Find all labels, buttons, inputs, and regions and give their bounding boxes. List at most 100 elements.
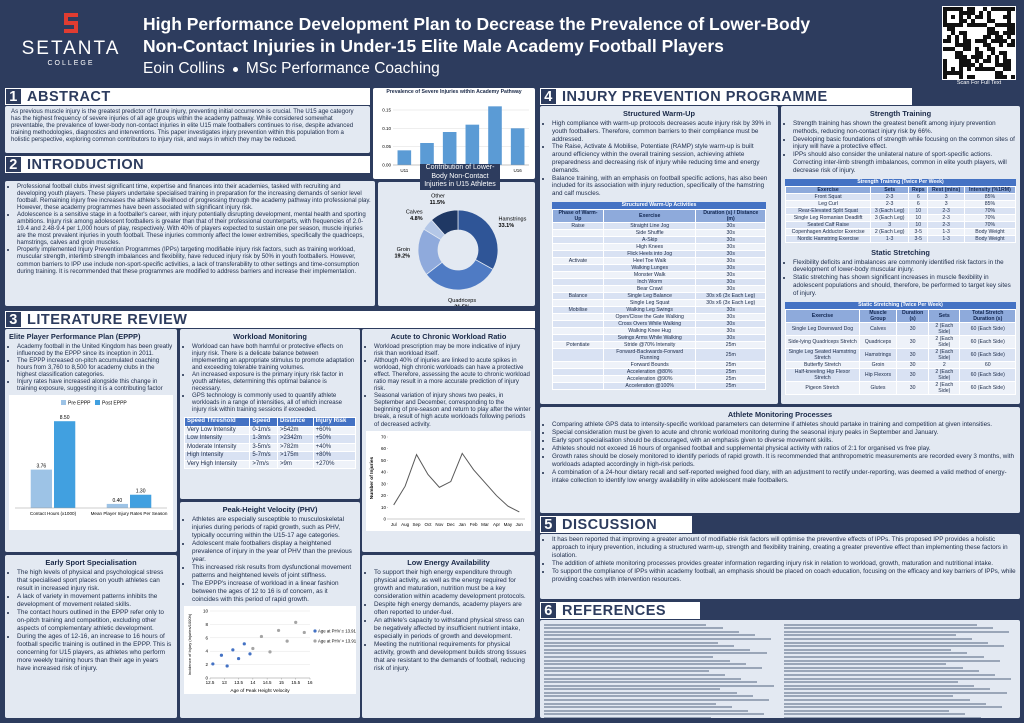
scatter-point	[285, 639, 289, 643]
qr-cell	[1007, 7, 1011, 11]
bar	[442, 132, 457, 165]
qr-cell	[947, 23, 951, 27]
table-row: Mobilise Walking Leg Swings 30s	[552, 305, 766, 314]
reference-line	[784, 655, 984, 658]
bullet: Flexibility deficits and imbalances are …	[793, 259, 1016, 275]
lea-panel: Low Energy Availability To support their…	[362, 555, 535, 718]
table-cell: 30	[896, 347, 930, 362]
y-tick-label: 0	[205, 676, 208, 681]
table-cell: Nordic Hamstring Exercise	[784, 234, 872, 243]
table-row: Single Leg Seated Hamstring Stretch Hamst…	[785, 347, 1016, 362]
qr-cell	[955, 23, 959, 27]
qr-cell	[943, 23, 947, 27]
table-header-cell: Duration (s) / Distance (m)	[695, 208, 766, 223]
scatter-point	[268, 650, 272, 654]
section-header: 5 DISCUSSION	[540, 516, 692, 533]
table-cell: >175m	[277, 451, 314, 461]
table-cell: 30s	[695, 284, 766, 293]
slice-label: Calves	[406, 209, 423, 215]
qr-cell	[943, 11, 947, 15]
table-cell: Walking Leg Swings	[602, 305, 697, 314]
qr-cell	[975, 15, 979, 19]
x-tick-label: Mar	[481, 522, 489, 527]
x-axis-label: Age of Peak Height Velocity	[230, 688, 290, 694]
table-header-cell: Phase of Warm-Up	[552, 208, 604, 223]
qr-cell	[975, 23, 979, 27]
reference-line	[784, 659, 1000, 662]
table-row: Very Low Intensity 0-1m/s >542m +60%	[183, 425, 357, 436]
qr-cell	[983, 59, 987, 63]
reference-line	[544, 713, 765, 716]
table-cell: 60 (Each Side)	[959, 347, 1016, 362]
qr-cell	[947, 27, 951, 31]
table-cell: 3	[927, 192, 965, 201]
table: Static Stretching (Twice Per Week) Exerci…	[785, 301, 1016, 395]
reference-line	[784, 717, 982, 718]
bullet: Growth rates should be closely monitored…	[552, 453, 1016, 469]
reference-line	[784, 691, 1007, 694]
bullet-list: High compliance with warm-up protocols d…	[544, 120, 774, 198]
table-cell: 60	[959, 360, 1016, 369]
qr-cell	[959, 19, 963, 23]
y-tick-label: 20	[381, 493, 387, 498]
bar	[465, 124, 480, 165]
qr-cell	[995, 63, 999, 67]
table-row: Forward Bounds 25m	[552, 360, 766, 369]
table-cell: Single Leg Romanian Deadlift	[784, 213, 872, 222]
table-row: Single Leg Romanian Deadlift 3 (Each Leg)…	[784, 213, 1017, 222]
qr-cell	[971, 23, 975, 27]
workload-panel: Workload Monitoring Workload can have bo…	[180, 329, 360, 499]
table-cell: 30	[896, 321, 930, 336]
table-header-cell: Sets	[928, 308, 961, 323]
bullet-list: Athletes are especially susceptible to m…	[184, 516, 356, 604]
table-cell: Forward Bounds	[602, 360, 697, 369]
table-caption: Static Stretching (Twice Per Week)	[785, 301, 1016, 309]
table-cell: 0-1m/s	[249, 425, 279, 436]
bullet: Workload can have both harmful or protec…	[192, 343, 356, 371]
table-cell: Cross Overs While Walking	[602, 319, 697, 328]
reference-line	[784, 673, 996, 676]
table-cell: Seated Calf Raise	[784, 220, 872, 229]
qr-cell	[991, 67, 995, 71]
chart-title: Contribution of Lower-Body Non-Contact I…	[420, 164, 500, 190]
table-cell: 1-3	[870, 234, 910, 243]
qr-cell	[963, 11, 967, 15]
table-cell	[552, 298, 604, 307]
section-number: 1	[5, 88, 22, 105]
qr-cell	[967, 43, 971, 47]
bullet-list: Academy football in the United Kingdom h…	[9, 343, 173, 392]
qr-cell	[991, 47, 995, 51]
table-cell: 30s	[695, 326, 766, 335]
reference-line	[784, 627, 993, 630]
qr-cell	[983, 7, 987, 11]
qr-cell	[943, 19, 947, 23]
table-caption: Strength Training (Twice Per Week)	[785, 178, 1016, 186]
reference-line	[784, 648, 952, 651]
qr-cell	[1007, 43, 1011, 47]
qr-cell	[987, 47, 991, 51]
qr-cell	[947, 71, 951, 75]
legend-label: Post EPPP	[102, 401, 127, 407]
table-cell: 60 (Each Side)	[959, 367, 1016, 382]
strength-panel: Strength Training Strength training has …	[781, 106, 1020, 404]
panel-title: Elite Player Performance Plan (EPPP)	[9, 332, 141, 341]
table-wrap: Structured Warm-Up Activities Phase of Wa…	[552, 201, 766, 390]
qr-cell	[951, 71, 955, 75]
reference-line	[544, 623, 707, 626]
qr-cell	[967, 39, 971, 43]
table-cell: Acceleration @90%	[602, 374, 697, 383]
reference-line	[544, 663, 746, 666]
table-header-cell: Speed	[249, 417, 279, 427]
bullet: Although 40% of injuries are linked to a…	[374, 357, 531, 392]
slice-value: 33.1%	[499, 223, 515, 229]
table-cell: Stride @70% Intensity	[602, 340, 697, 349]
table-cell: 25m	[695, 360, 766, 369]
y-tick-label: 30	[381, 481, 387, 486]
table-cell	[552, 374, 604, 383]
bullet: Athletes are especially susceptible to m…	[192, 516, 356, 540]
qr-cell	[1003, 75, 1007, 79]
table-cell	[552, 319, 604, 328]
qr-cell	[967, 47, 971, 51]
table-cell: 30s	[695, 263, 766, 272]
bullet: Athletes should not exceed 16 hours of o…	[552, 445, 1016, 453]
